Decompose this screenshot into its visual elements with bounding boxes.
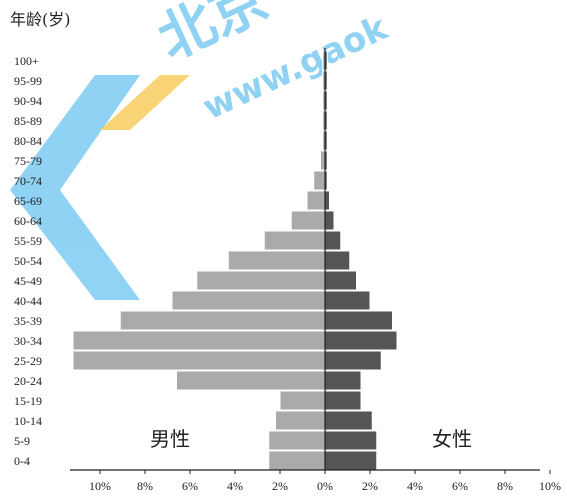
y-axis-title: 年龄(岁) — [10, 10, 71, 29]
male-bar-5-9 — [268, 430, 326, 451]
x-ticks-group: 10% 8% 6% 4% 2% 0% 2% 4% 6% 8% 10% — [89, 470, 561, 493]
x-tick-label: 8% — [137, 479, 153, 493]
age-label-15-19: 15-19 — [14, 394, 42, 408]
age-label-25-29: 25-29 — [14, 354, 42, 368]
watermark-arrow-yellow — [100, 75, 190, 130]
bars-group — [72, 50, 398, 471]
female-bar-55-59 — [324, 230, 342, 251]
x-tick-label: 10% — [539, 479, 561, 493]
female-bar-5-9 — [324, 430, 378, 451]
male-bar-40-44 — [171, 290, 326, 311]
age-label-55-59: 55-59 — [14, 234, 42, 248]
x-tick-label: 8% — [497, 479, 513, 493]
male-bar-70-74 — [313, 170, 326, 191]
age-label-95-99: 95-99 — [14, 74, 42, 88]
female-bar-50-54 — [324, 250, 351, 271]
female-bar-0-4 — [324, 450, 378, 471]
female-bar-20-24 — [324, 370, 362, 391]
male-bar-75-79 — [320, 150, 326, 171]
age-label-85-89: 85-89 — [14, 114, 42, 128]
male-bar-50-54 — [227, 250, 326, 271]
age-label-70-74: 70-74 — [14, 174, 42, 188]
watermark-arrow-blue — [10, 75, 140, 300]
watermark-logo-text: 北京 — [148, 0, 277, 73]
male-bar-60-64 — [290, 210, 326, 231]
x-tick-label: 2% — [362, 479, 378, 493]
female-label: 女性 — [432, 427, 472, 451]
age-label-35-39: 35-39 — [14, 314, 42, 328]
female-bar-45-49 — [324, 270, 357, 291]
male-bar-10-14 — [275, 410, 326, 431]
male-bar-35-39 — [119, 310, 326, 331]
x-tick-label: 6% — [182, 479, 198, 493]
x-tick-label: 6% — [452, 479, 468, 493]
age-label-40-44: 40-44 — [14, 294, 42, 308]
x-tick-label: 4% — [407, 479, 423, 493]
x-tick-label: 2% — [272, 479, 288, 493]
x-tick-label: 10% — [89, 479, 111, 493]
age-label-0-4: 0-4 — [14, 454, 30, 468]
male-bar-55-59 — [263, 230, 326, 251]
female-bar-30-34 — [324, 330, 398, 351]
female-bar-15-19 — [324, 390, 362, 411]
x-tick-label: 0% — [317, 479, 333, 493]
male-bar-65-69 — [306, 190, 326, 211]
female-bar-40-44 — [324, 290, 371, 311]
male-label: 男性 — [150, 427, 190, 451]
female-bar-60-64 — [324, 210, 335, 231]
age-label-45-49: 45-49 — [14, 274, 42, 288]
female-bar-35-39 — [324, 310, 393, 331]
age-label-5-9: 5-9 — [14, 434, 30, 448]
male-bar-45-49 — [196, 270, 326, 291]
age-label-75-79: 75-79 — [14, 154, 42, 168]
female-bar-25-29 — [324, 350, 382, 371]
female-bar-10-14 — [324, 410, 373, 431]
age-label-60-64: 60-64 — [14, 214, 42, 228]
age-label-90-94: 90-94 — [14, 94, 42, 108]
age-label-10-14: 10-14 — [14, 414, 42, 428]
x-tick-label: 4% — [227, 479, 243, 493]
male-bar-20-24 — [176, 370, 326, 391]
male-bar-30-34 — [72, 330, 326, 351]
age-label-65-69: 65-69 — [14, 194, 42, 208]
male-bar-15-19 — [279, 390, 326, 411]
age-label-100+: 100+ — [14, 54, 39, 68]
male-bar-25-29 — [72, 350, 326, 371]
female-bar-65-69 — [324, 190, 330, 211]
male-bar-0-4 — [268, 450, 326, 471]
age-label-80-84: 80-84 — [14, 134, 42, 148]
age-labels-group: 0-4 5-9 10-14 15-19 20-24 25-29 30-34 35-39 40-4… — [14, 54, 42, 468]
age-label-20-24: 20-24 — [14, 374, 42, 388]
age-label-50-54: 50-54 — [14, 254, 42, 268]
age-label-30-34: 30-34 — [14, 334, 42, 348]
